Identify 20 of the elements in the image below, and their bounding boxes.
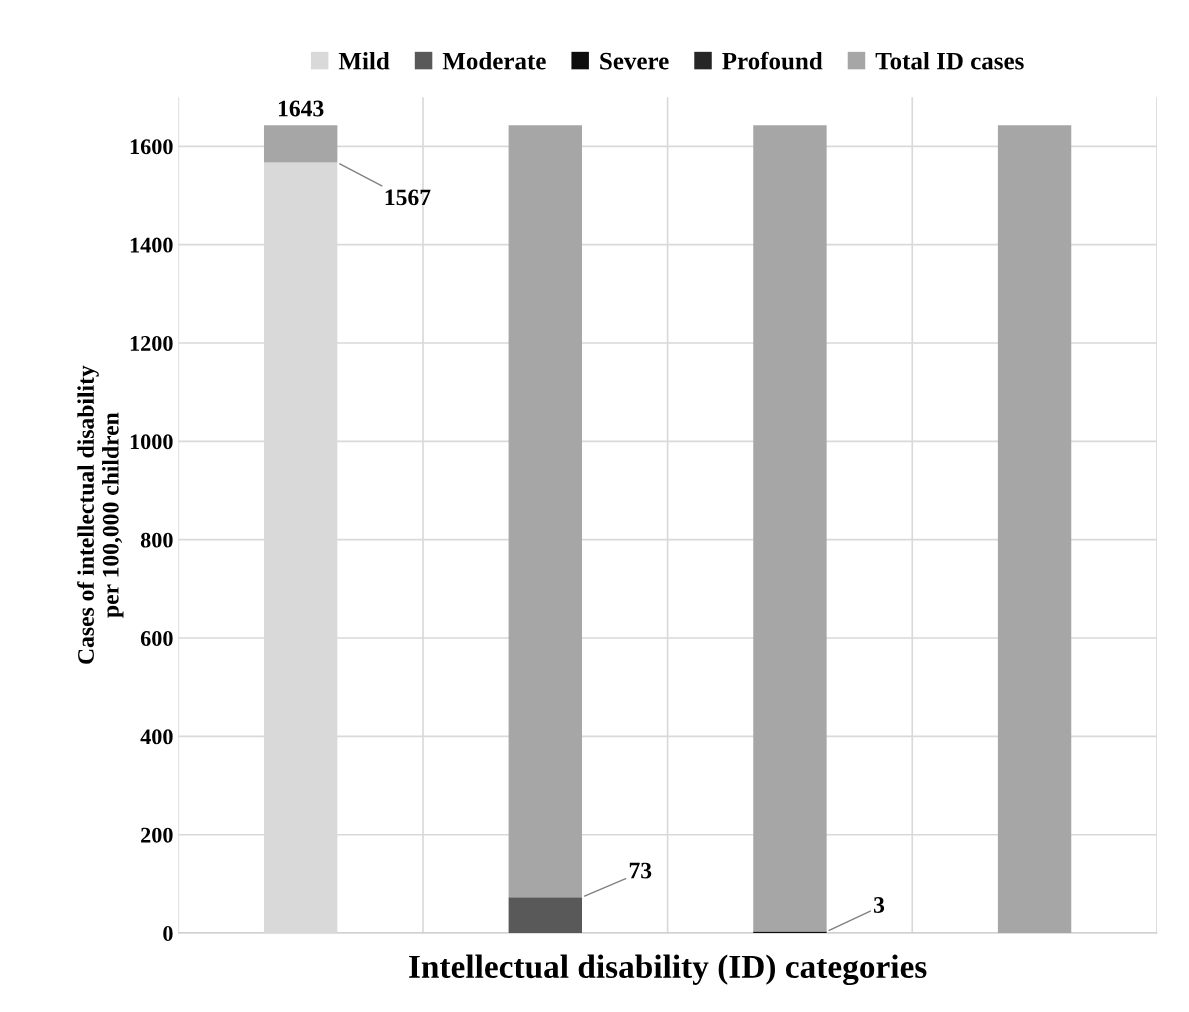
data-label: 1567 xyxy=(385,189,431,206)
y-tick-label: 1000 xyxy=(130,434,173,450)
total-label: 1643 xyxy=(278,100,324,117)
y-tick-label: 400 xyxy=(140,729,173,745)
data-label: 3 xyxy=(874,897,885,913)
legend-label: Moderate xyxy=(442,51,546,70)
legend-label: Severe xyxy=(600,52,669,70)
y-tick-label: 1200 xyxy=(130,335,173,351)
x-axis-title: Intellectual disability (ID) categories xyxy=(409,954,927,986)
y-tick-label: 1400 xyxy=(130,237,173,253)
y-tick-label: 200 xyxy=(141,827,173,843)
y-tick-label: 800 xyxy=(140,532,173,548)
y-axis-title: Cases of intellectual disability per 100,000 children xyxy=(77,365,124,664)
legend-label: Mild xyxy=(338,51,390,70)
y-tick-label: 1600 xyxy=(130,139,173,155)
y-tick-label: 600 xyxy=(140,630,173,646)
legend-label: Total ID cases xyxy=(875,51,1024,70)
data-label: 73 xyxy=(629,862,652,879)
y-tick-label: 0 xyxy=(163,926,173,941)
legend-label: Profound xyxy=(722,51,823,70)
